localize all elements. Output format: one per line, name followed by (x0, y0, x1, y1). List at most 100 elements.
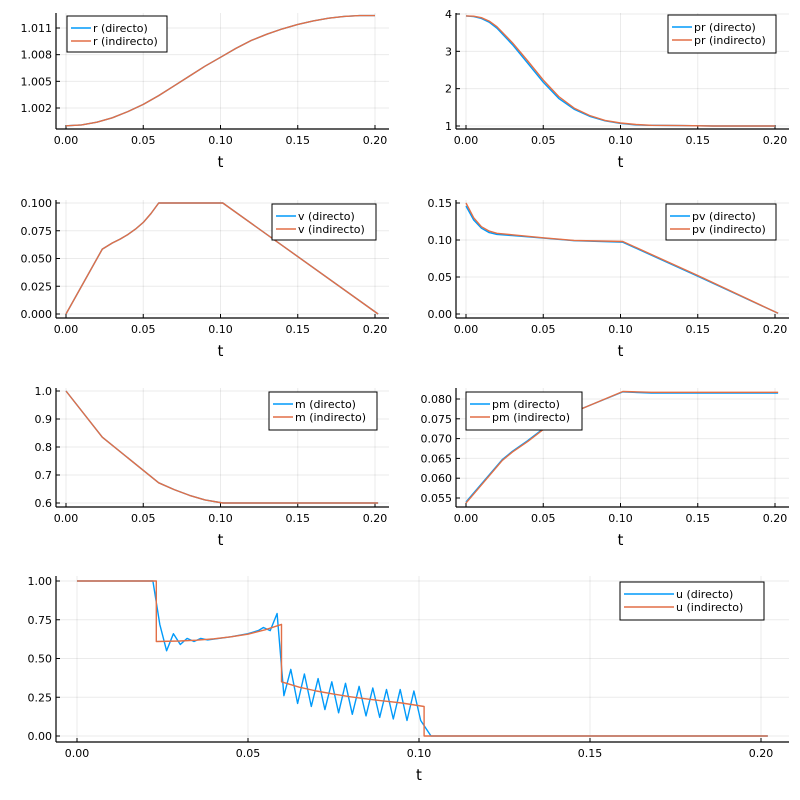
legend: u (directo)u (indirecto) (619, 581, 765, 621)
y-tick-label: 0.6 (35, 497, 53, 510)
legend-box (271, 203, 377, 241)
y-tick-label: 1.008 (21, 49, 53, 62)
x-tick-label: 0.15 (286, 512, 311, 525)
x-tick-label: 0.15 (578, 747, 603, 760)
y-tick-label: 0.00 (428, 308, 453, 321)
y-tick-label: 0.50 (28, 653, 53, 666)
series-line-indirecto (465, 15, 775, 127)
y-tick-label: 1.0 (35, 385, 53, 398)
chart-panel-m: 0.00 0.05 0.10 0.15 0.20 0.6 0.7 0.8 0.9 1.0 t m (d… (35, 385, 389, 549)
x-axis-label: t (218, 153, 224, 171)
legend: v (directo)v (indirecto) (271, 203, 377, 241)
x-tick-label: 0.20 (363, 134, 388, 147)
y-tick-label: 0.065 (421, 452, 453, 465)
x-tick-label: 0.20 (749, 747, 774, 760)
chart-panel-pv: 0.00 0.05 0.10 0.15 0.20 0.00 0.05 0.10 0.15 t pv … (428, 197, 789, 360)
legend: r (directo)r (indirecto) (66, 15, 168, 53)
legend-box (66, 15, 168, 53)
y-tick-label: 0.15 (428, 197, 453, 210)
legend-entry: m (directo) (295, 398, 356, 411)
y-tick-label: 0.9 (35, 413, 53, 426)
legend-entry: m (indirecto) (295, 411, 366, 424)
y-tick-label: 0.10 (428, 234, 453, 247)
series-line-indirecto (65, 202, 379, 315)
x-tick-label: 0.15 (286, 323, 311, 336)
x-tick-label: 0.15 (286, 134, 311, 147)
x-tick-label: 0.05 (131, 512, 156, 525)
x-tick-label: 0.05 (131, 134, 156, 147)
x-tick-label: 0.00 (54, 134, 79, 147)
chart-panel-pr: 0.00 0.05 0.10 0.15 0.20 1 2 3 4 t pr (directo)pr … (445, 8, 789, 171)
x-tick-label: 0.20 (763, 323, 788, 336)
y-tick-label: 1.00 (28, 575, 53, 588)
y-tick-label: 0.00 (28, 730, 53, 743)
legend: pr (directo)pr (indirecto) (667, 14, 777, 54)
series-line-directo (77, 580, 768, 737)
y-tick-label: 0.075 (21, 225, 53, 238)
legend-entry: pm (indirecto) (492, 411, 570, 424)
legend-entry: u (directo) (676, 588, 733, 601)
y-tick-label: 0.8 (35, 441, 53, 454)
x-tick-label: 0.20 (763, 512, 788, 525)
y-tick-label: 0.070 (421, 433, 453, 446)
x-tick-label: 0.00 (65, 747, 90, 760)
y-tick-label: 1 (445, 120, 452, 133)
y-tick-label: 3 (445, 45, 452, 58)
y-tick-label: 0.75 (28, 614, 53, 627)
x-tick-label: 0.00 (54, 512, 79, 525)
legend-entry: pr (indirecto) (694, 34, 766, 47)
legend-box (619, 581, 765, 621)
x-tick-label: 0.00 (454, 323, 479, 336)
x-tick-label: 0.10 (608, 134, 633, 147)
series-line-indirecto (465, 202, 779, 314)
x-tick-label: 0.00 (54, 323, 79, 336)
x-axis-label: t (218, 342, 224, 360)
legend-entry: r (directo) (93, 22, 148, 35)
series-line-indirecto (65, 390, 379, 504)
x-tick-label: 0.05 (236, 747, 261, 760)
legend: pm (directo)pm (indirecto) (465, 391, 583, 431)
x-tick-label: 0.05 (531, 134, 556, 147)
x-tick-label: 0.10 (608, 512, 633, 525)
x-axis-label: t (618, 531, 624, 549)
y-tick-label: 0.075 (421, 413, 453, 426)
legend: pv (directo)pv (indirecto) (665, 203, 777, 241)
y-tick-label: 0.05 (428, 271, 453, 284)
y-tick-label: 1.005 (21, 75, 53, 88)
x-tick-label: 0.05 (131, 323, 156, 336)
y-tick-label: 0.050 (21, 253, 53, 266)
x-tick-label: 0.15 (686, 512, 711, 525)
x-tick-label: 0.10 (407, 747, 432, 760)
legend-entry: v (directo) (298, 210, 355, 223)
legend-entry: u (indirecto) (676, 601, 743, 614)
y-tick-label: 0.7 (35, 469, 53, 482)
legend-entry: pr (directo) (694, 21, 756, 34)
x-axis-label: t (416, 766, 422, 784)
x-tick-label: 0.00 (454, 134, 479, 147)
x-axis-label: t (218, 531, 224, 549)
x-tick-label: 0.20 (763, 134, 788, 147)
legend: m (directo)m (indirecto) (268, 391, 378, 431)
y-tick-label: 1.011 (21, 22, 53, 35)
legend-box (665, 203, 777, 241)
y-tick-label: 0.25 (28, 691, 53, 704)
series-line-indirecto (77, 580, 768, 737)
x-tick-label: 0.15 (686, 134, 711, 147)
x-tick-label: 0.10 (608, 323, 633, 336)
legend-entry: r (indirecto) (93, 35, 158, 48)
legend-entry: pm (directo) (492, 398, 560, 411)
x-tick-label: 0.05 (531, 323, 556, 336)
y-tick-label: 0.055 (421, 492, 453, 505)
legend-box (268, 391, 378, 431)
x-axis-label: t (618, 153, 624, 171)
x-tick-label: 0.10 (208, 512, 233, 525)
x-axis-label: t (618, 342, 624, 360)
legend-entry: pv (directo) (692, 210, 756, 223)
x-tick-label: 0.05 (531, 512, 556, 525)
y-tick-label: 2 (445, 83, 452, 96)
x-tick-label: 0.20 (363, 323, 388, 336)
x-tick-label: 0.15 (686, 323, 711, 336)
chart-panel-r: 0.00 0.05 0.10 0.15 0.20 1.002 1.005 1.008 1.011… (21, 13, 389, 171)
y-tick-label: 4 (445, 8, 452, 21)
